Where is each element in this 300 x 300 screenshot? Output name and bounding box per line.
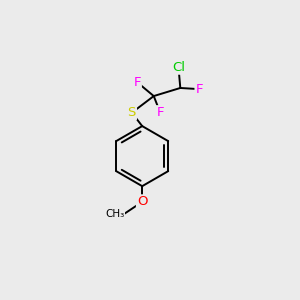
Text: Cl: Cl [172, 61, 185, 74]
Text: F: F [134, 76, 141, 89]
Text: F: F [196, 82, 203, 96]
Text: O: O [137, 195, 148, 208]
Text: CH₃: CH₃ [105, 209, 124, 219]
Text: S: S [128, 106, 136, 119]
Text: F: F [157, 106, 164, 119]
